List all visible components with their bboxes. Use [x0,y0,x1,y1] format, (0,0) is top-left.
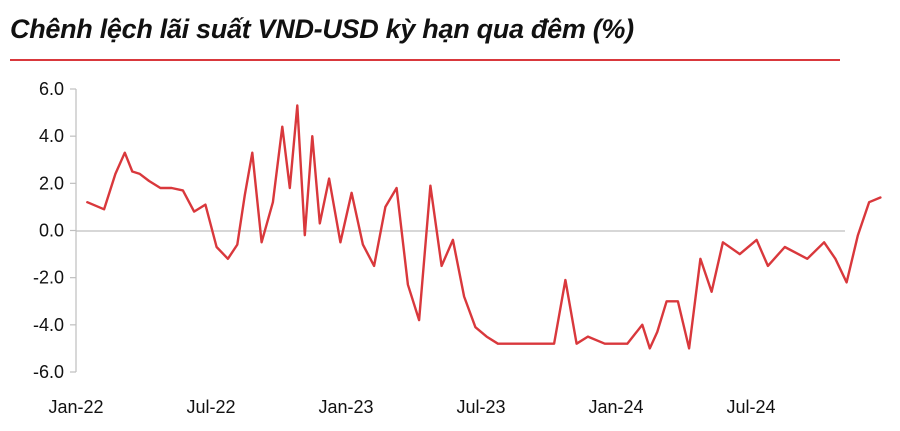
series-line [86,104,882,350]
y-tick-label: 2.0 [39,173,64,193]
title-underline [10,59,840,61]
x-tick-label: Jul-22 [186,397,235,417]
x-axis-ticks: Jan-22 Jul-22 Jan-23 Jul-23 Jan-24 Jul-24 [48,397,775,417]
y-tick-label: 6.0 [39,79,64,99]
y-tick-label: -6.0 [33,362,64,382]
x-tick-label: Jul-24 [726,397,775,417]
x-tick-label: Jan-23 [318,397,373,417]
y-tick-label: 0.0 [39,221,64,241]
x-tick-label: Jan-22 [48,397,103,417]
chart-title: Chênh lệch lãi suất VND-USD kỳ hạn qua đ… [10,14,634,44]
x-tick-label: Jul-23 [456,397,505,417]
y-tick-label: -4.0 [33,315,64,335]
y-tick-label: -2.0 [33,268,64,288]
y-axis-ticks: 6.0 4.0 2.0 0.0 -2.0 -4.0 -6.0 [33,79,76,382]
y-tick-label: 4.0 [39,126,64,146]
x-tick-label: Jan-24 [588,397,643,417]
